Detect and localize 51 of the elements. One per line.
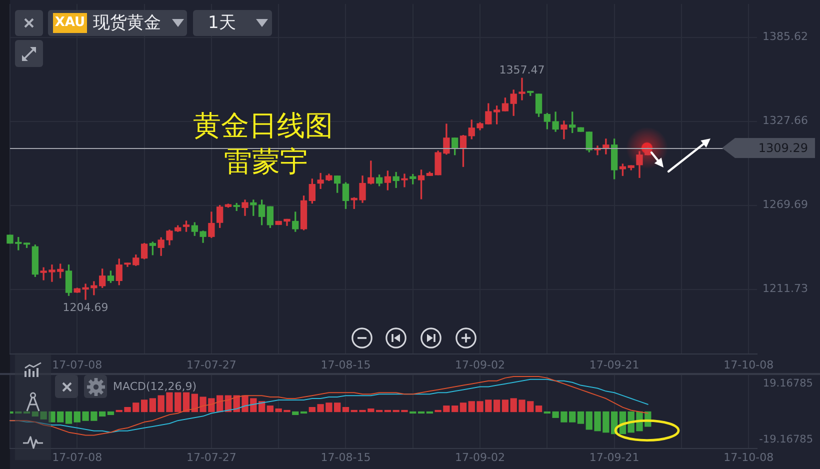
bar (460, 402, 467, 412)
bar (65, 411, 72, 424)
symbol-dropdown: XAU 现货黄金 (48, 10, 187, 36)
y-tick-label: -19.16785 (759, 434, 813, 446)
annotation: XAU (53, 13, 87, 33)
bar (292, 411, 299, 416)
x-tick-label: 17-09-21 (589, 358, 640, 372)
x-tick-label: 17-07-27 (186, 358, 236, 372)
y-tick-label: 1385.62 (762, 30, 808, 44)
period-dropdown: 1天 (193, 10, 272, 36)
bar (410, 411, 416, 414)
x-tick-label: 17-07-27 (186, 450, 236, 464)
annotation: 1357.47 (499, 63, 545, 76)
bar (266, 406, 274, 412)
x-tick-label: 17-08-15 (320, 358, 371, 372)
y-tick-label: 19.16785 (762, 377, 813, 390)
bar (140, 400, 148, 412)
bar (182, 392, 190, 412)
candlestick (560, 120, 568, 140)
x-tick-label: 17-10-08 (724, 358, 774, 372)
bar (107, 411, 114, 416)
bar (376, 410, 383, 412)
x-tick-label: 17-09-21 (589, 450, 640, 464)
text: 黄金日线图 (193, 109, 333, 142)
bar (502, 400, 509, 412)
bar (418, 411, 425, 414)
bar (23, 411, 30, 414)
bar (577, 411, 584, 424)
bar (426, 411, 433, 414)
ref-line-label: 1309.29 (758, 141, 808, 155)
bar (342, 407, 350, 412)
x-tick-label: 17-10-08 (724, 450, 774, 464)
annotation: 1204.69 (62, 300, 108, 314)
annotation: 现货黄金 (93, 12, 161, 35)
x-tick-label: 17-07-08 (52, 450, 102, 464)
x-tick-label: 17-07-08 (52, 358, 102, 372)
text: MACD(12,26,9) (113, 380, 197, 393)
x-tick-label: 17-08-15 (320, 450, 371, 464)
y-tick-label: 1269.69 (762, 198, 808, 212)
text: 雷蒙宇 (224, 145, 308, 178)
x-tick-label: 17-09-02 (455, 358, 505, 372)
candlestick (401, 174, 408, 188)
bar (493, 400, 500, 412)
y-tick-label: 1327.66 (762, 114, 808, 128)
bar (384, 410, 392, 412)
bar (300, 411, 308, 414)
bar (535, 406, 542, 412)
x-tick-label: 17-09-02 (455, 450, 505, 464)
annotation: 1天 (208, 12, 236, 35)
price-tag: 1309.29 (722, 138, 815, 158)
y-tick-label: 1211.73 (762, 282, 808, 296)
